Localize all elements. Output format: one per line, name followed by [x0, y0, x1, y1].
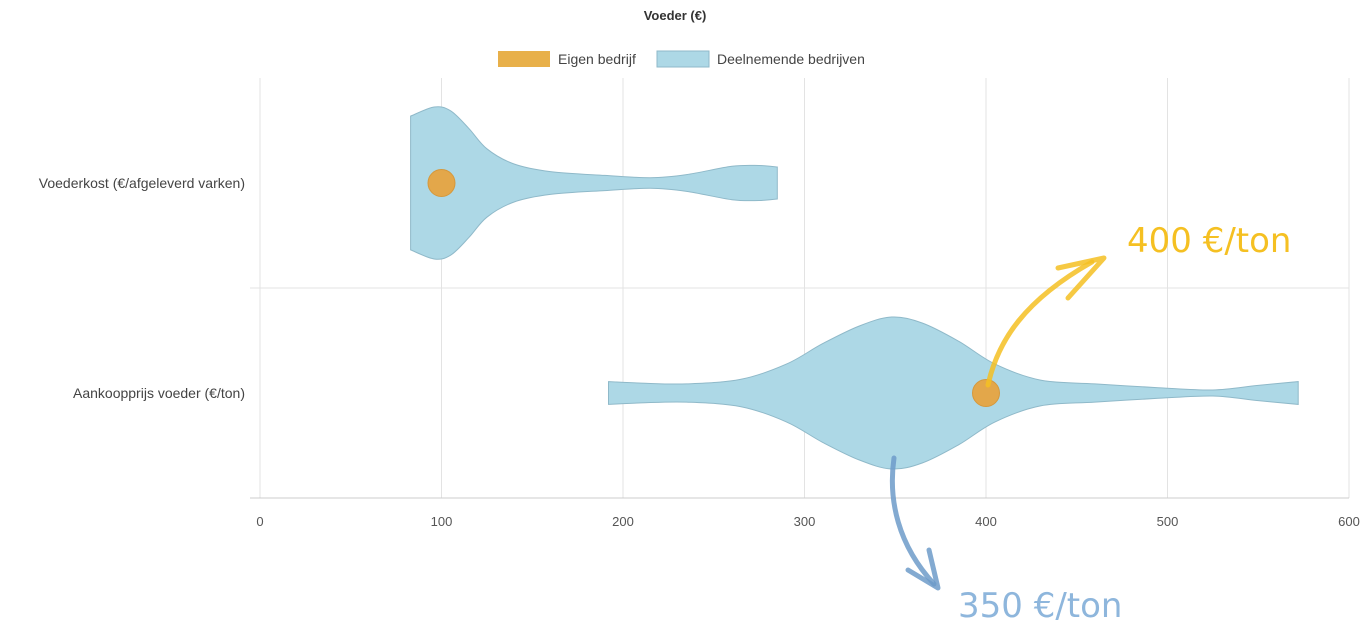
x-tick-label: 300 — [794, 514, 816, 529]
annotation-350-label: 350 €/ton — [958, 586, 1122, 626]
annotation-350: 350 €/ton — [889, 455, 1122, 626]
legend-label-deelnemende-bedrijven[interactable]: Deelnemende bedrijven — [717, 51, 865, 67]
x-tick-label: 400 — [975, 514, 997, 529]
violin-shape[interactable] — [410, 106, 778, 260]
violins — [410, 106, 1299, 470]
arrow-350-icon — [889, 455, 937, 587]
own-value-markers — [427, 169, 1000, 407]
own-value-marker[interactable] — [972, 379, 1000, 407]
annotation-400: 400 €/ton — [985, 221, 1291, 388]
legend-swatch-eigen-bedrijf[interactable] — [498, 51, 550, 67]
arrowhead-350-icon — [905, 547, 941, 591]
legend-swatch-deelnemende-bedrijven[interactable] — [656, 50, 710, 68]
arrowhead-400-icon — [1055, 255, 1107, 301]
chart-title: Voeder (€) — [644, 8, 707, 23]
x-tick-label: 500 — [1157, 514, 1179, 529]
violin-shape[interactable] — [608, 316, 1299, 470]
category-labels: Voederkost (€/afgeleverd varken) Aankoopp… — [39, 175, 245, 401]
x-tick-label: 0 — [256, 514, 263, 529]
own-value-marker[interactable] — [427, 169, 456, 197]
category-label: Voederkost (€/afgeleverd varken) — [39, 175, 245, 191]
legend: Eigen bedrijf Deelnemende bedrijven — [498, 50, 865, 68]
legend-label-eigen-bedrijf[interactable]: Eigen bedrijf — [558, 51, 636, 67]
x-tick-label: 100 — [431, 514, 453, 529]
arrow-400-icon — [985, 259, 1095, 388]
annotation-400-label: 400 €/ton — [1127, 221, 1291, 261]
x-tick-label: 200 — [612, 514, 634, 529]
x-tick-label: 600 — [1338, 514, 1360, 529]
x-axis-ticks: 0 100 200 300 400 500 600 — [256, 514, 1359, 529]
category-label: Aankoopprijs voeder (€/ton) — [73, 385, 245, 401]
